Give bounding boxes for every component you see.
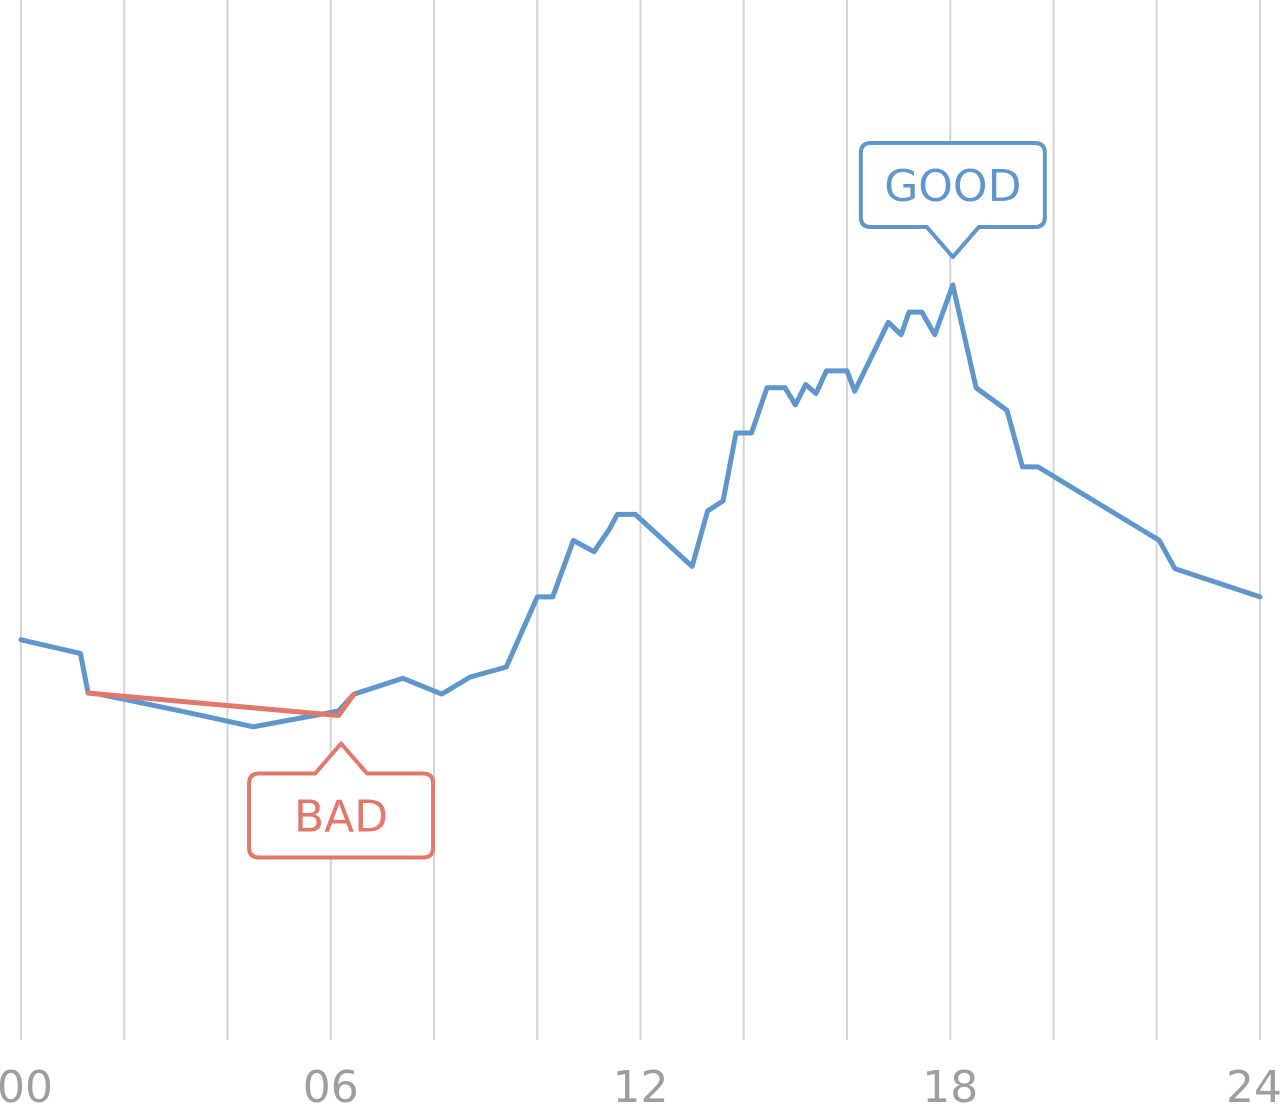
callout-label: GOOD — [884, 161, 1021, 212]
x-tick-label: 00 — [0, 1062, 53, 1108]
callout-label: BAD — [294, 792, 388, 843]
bad-callout: BAD — [247, 741, 436, 860]
x-tick-label: 18 — [922, 1062, 978, 1108]
vertical-gridlines — [20, 0, 1261, 1040]
callouts: GOOD BAD — [247, 141, 1047, 860]
x-axis-tick-labels: 00 06 12 18 24 — [0, 1062, 1282, 1108]
x-tick-label: 24 — [1226, 1062, 1282, 1108]
main-series-line — [18, 282, 1263, 730]
callout-box — [247, 741, 436, 860]
x-tick-label: 06 — [303, 1062, 359, 1108]
callout-box — [858, 141, 1047, 260]
x-tick-label: 12 — [613, 1062, 669, 1108]
highlight-series-line — [85, 690, 357, 718]
good-callout: GOOD — [858, 141, 1047, 260]
series-lines — [18, 282, 1263, 730]
